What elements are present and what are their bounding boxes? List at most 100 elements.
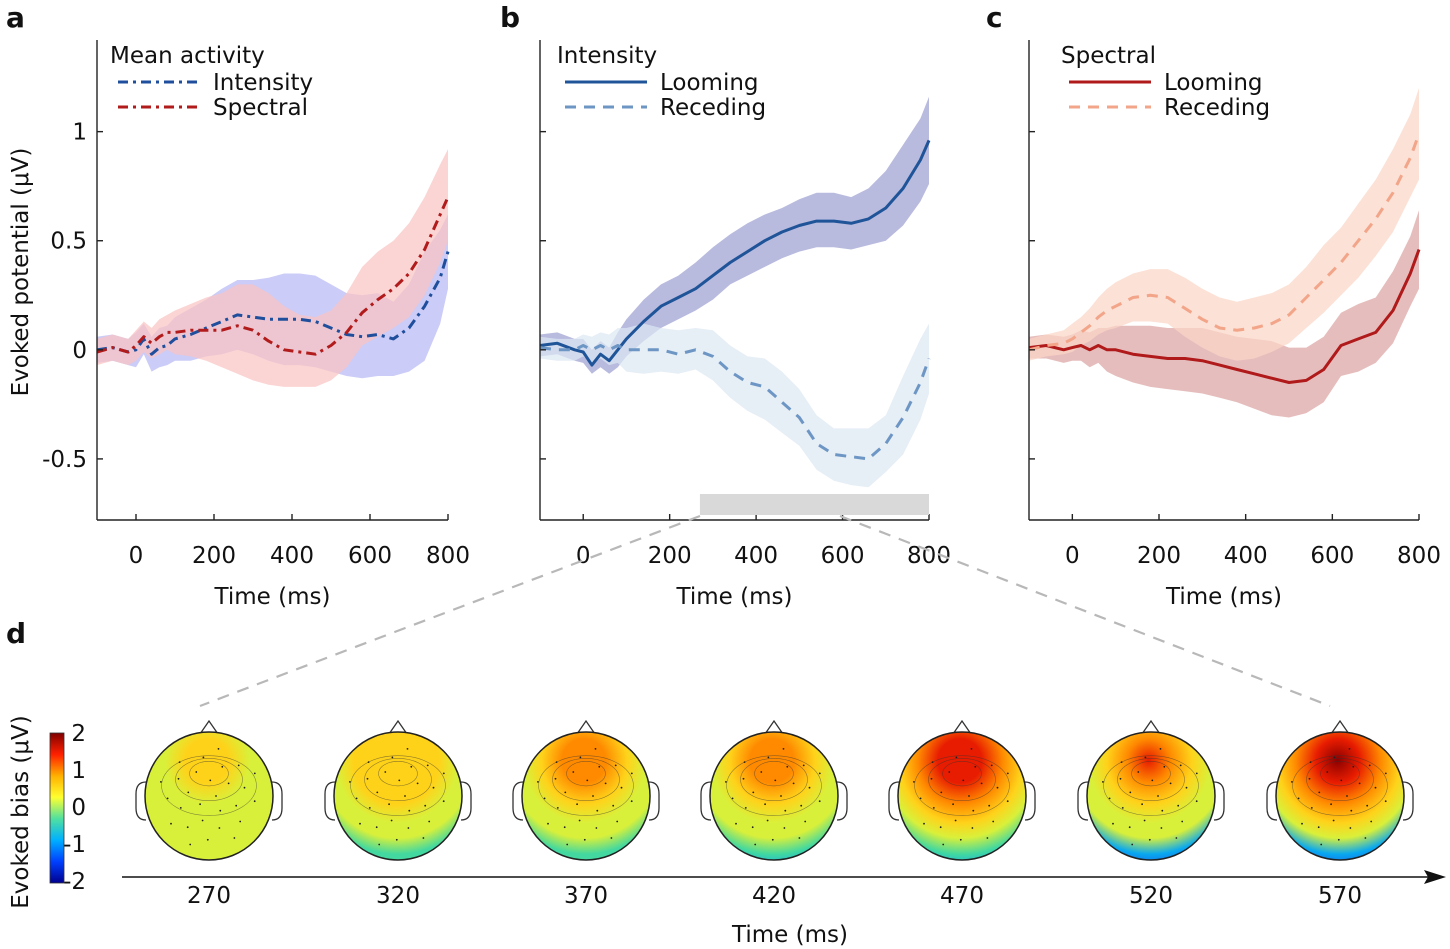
- electrode: [948, 771, 951, 773]
- x-tick-label: 400: [270, 543, 314, 569]
- topomap-570: [1266, 719, 1414, 861]
- legend-item-spectral: Spectral: [213, 95, 308, 121]
- electrode: [766, 819, 769, 822]
- topomap-time-label: 320: [376, 883, 420, 909]
- electrode: [818, 772, 821, 775]
- electrode: [1310, 807, 1313, 809]
- electrode: [764, 803, 766, 806]
- topomap-row: [135, 719, 1414, 861]
- electrode: [620, 786, 623, 789]
- legend-item-looming: Looming: [1164, 70, 1263, 96]
- electrode: [970, 748, 973, 750]
- electrode: [1175, 837, 1178, 839]
- topomap-270: [135, 719, 283, 861]
- electrode: [1337, 838, 1340, 841]
- head-ear-right: [648, 781, 660, 821]
- electrode: [971, 827, 974, 829]
- electrode: [751, 826, 754, 829]
- electrode: [566, 843, 569, 846]
- electrode: [1121, 807, 1124, 809]
- x-tick-label: 0: [129, 543, 144, 569]
- scalp-map: [709, 731, 839, 861]
- series-line-receding: [539, 344, 931, 461]
- panel-letter-d: d: [6, 617, 26, 650]
- electrode: [968, 795, 970, 797]
- electrode: [1364, 837, 1367, 839]
- contour-line: [189, 761, 229, 787]
- electrode: [1112, 822, 1114, 825]
- electrode: [1348, 748, 1351, 750]
- electrode: [1006, 772, 1009, 775]
- colorbar-tick-label: -2: [63, 869, 86, 895]
- head-ear-left: [512, 781, 524, 821]
- x-tick-label: 400: [1224, 543, 1268, 569]
- electrode: [233, 837, 236, 839]
- electrode: [1143, 819, 1146, 822]
- electrode: [616, 820, 619, 823]
- series-line-looming: [539, 139, 931, 367]
- electrode: [974, 765, 977, 768]
- electrode: [547, 822, 549, 825]
- electrode: [1330, 803, 1332, 806]
- electrode: [990, 764, 993, 767]
- electrode: [913, 781, 915, 783]
- electrode: [442, 772, 445, 775]
- legend-title: Intensity: [557, 43, 657, 69]
- electrode: [1333, 756, 1336, 759]
- electrode: [923, 822, 925, 825]
- electrode: [760, 771, 763, 773]
- x-tick-label: 200: [648, 543, 692, 569]
- electrode: [583, 838, 586, 841]
- electrode: [243, 786, 246, 789]
- electrode: [177, 777, 180, 780]
- electrode: [368, 807, 371, 809]
- electrode: [996, 786, 999, 789]
- electrode: [596, 809, 599, 812]
- electrode: [594, 748, 597, 750]
- electrode: [442, 800, 445, 803]
- electrode: [166, 797, 169, 800]
- topomap-time-label: 520: [1129, 883, 1173, 909]
- electrode: [614, 764, 617, 767]
- topomap-time-label: 470: [940, 883, 984, 909]
- contour-line: [364, 758, 432, 802]
- head-ear-right: [1213, 781, 1225, 821]
- electrode: [1177, 804, 1180, 807]
- electrode: [201, 819, 204, 822]
- electrode: [422, 837, 425, 839]
- x-tick-label: 200: [192, 543, 236, 569]
- electrode: [932, 807, 935, 809]
- electrode: [952, 803, 954, 806]
- zoom-guide-left: [199, 514, 701, 708]
- electrode: [576, 803, 578, 806]
- x-tick-label: 800: [1397, 543, 1441, 569]
- electrode: [784, 809, 787, 812]
- x-tick-label: 200: [1137, 543, 1181, 569]
- electrode: [818, 800, 821, 803]
- scalp-map: [144, 731, 274, 861]
- x-axis-label: Time (ms): [676, 584, 793, 610]
- electrode: [942, 843, 945, 846]
- electrode: [1352, 765, 1355, 768]
- electrode: [1128, 826, 1131, 829]
- electrode: [189, 843, 192, 846]
- head-ear-left: [1266, 781, 1278, 821]
- electrode: [355, 797, 358, 800]
- electrode: [1160, 827, 1163, 829]
- contour-line: [1320, 761, 1360, 787]
- electrode: [1137, 771, 1140, 773]
- electrode: [604, 782, 607, 785]
- electrode: [537, 781, 539, 783]
- electrode: [1179, 764, 1182, 767]
- electrode: [1169, 782, 1172, 785]
- electrode: [808, 786, 811, 789]
- colorbar-tick-label: 2: [71, 721, 86, 747]
- chart-panel-c: 0 200 400 600 800 Time (ms) Spectral LoomingRec…: [1028, 40, 1441, 610]
- colorbar-tick-label: 0: [71, 795, 86, 821]
- electrode: [564, 791, 567, 794]
- electrode: [1309, 761, 1312, 763]
- head-nose: [1141, 719, 1161, 735]
- electrode: [1119, 777, 1122, 780]
- electrode: [1332, 819, 1335, 822]
- bottom-x-axis-label: Time (ms): [731, 922, 848, 948]
